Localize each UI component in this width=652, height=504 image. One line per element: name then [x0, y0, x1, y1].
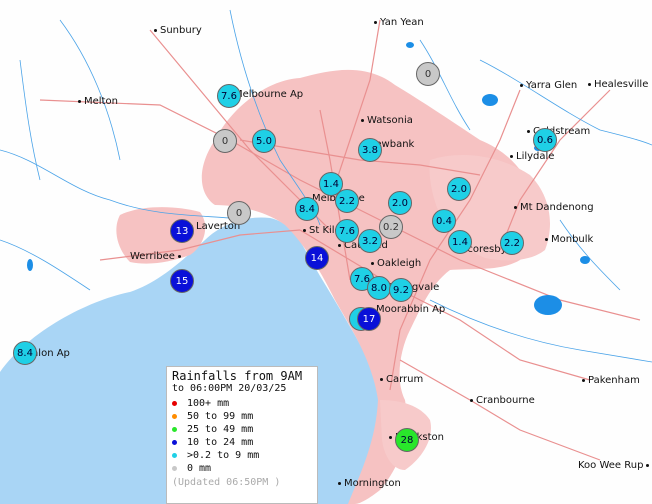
rain-marker[interactable]: 1.4: [319, 172, 343, 196]
rain-marker[interactable]: 2.2: [335, 189, 359, 213]
rain-marker[interactable]: 1.4: [448, 230, 472, 254]
legend-title: Rainfalls from 9AM: [172, 369, 303, 383]
place-moorabbin-ap: Moorabbin Ap: [370, 304, 445, 315]
legend-swatch-icon: [172, 401, 177, 406]
place-monbulk: Monbulk: [545, 234, 593, 245]
rain-marker[interactable]: 8.4: [295, 197, 319, 221]
rain-marker[interactable]: 0: [416, 62, 440, 86]
place-werribee: Werribee: [130, 251, 184, 262]
rain-marker[interactable]: 3.2: [358, 229, 382, 253]
rain-marker[interactable]: 2.0: [388, 191, 412, 215]
rain-marker[interactable]: 9.2: [389, 278, 413, 302]
rain-marker[interactable]: 28: [395, 428, 419, 452]
place-watsonia: Watsonia: [361, 115, 413, 126]
rain-marker[interactable]: 3.8: [358, 138, 382, 162]
rain-marker[interactable]: 0.4: [432, 209, 456, 233]
place-mornington: Mornington: [338, 478, 401, 489]
legend-swatch-icon: [172, 440, 177, 445]
road-network: [39, 19, 641, 461]
rain-marker[interactable]: 17: [357, 307, 381, 331]
legend-swatch-icon: [172, 414, 177, 419]
legend-swatch-icon: [172, 427, 177, 432]
legend-row: 100+ mm: [167, 397, 317, 410]
legend-row: 50 to 99 mm: [167, 410, 317, 423]
legend-label: 10 to 24 mm: [187, 437, 254, 448]
legend-swatch-icon: [172, 453, 177, 458]
place-avalon-ap: Avalon Ap: [20, 348, 70, 359]
rain-marker[interactable]: 2.0: [447, 177, 471, 201]
rain-marker[interactable]: 0: [213, 129, 237, 153]
rain-marker[interactable]: 13: [170, 219, 194, 243]
rain-marker[interactable]: 15: [170, 269, 194, 293]
legend-updated: (Updated 06:50PM ): [172, 477, 281, 488]
legend-row: 25 to 49 mm: [167, 423, 317, 436]
rain-marker[interactable]: 7.6: [217, 84, 241, 108]
rain-marker[interactable]: 2.2: [500, 231, 524, 255]
place-mt-dandenong: Mt Dandenong: [514, 202, 594, 213]
place-carrum: Carrum: [380, 374, 423, 385]
legend-label: 100+ mm: [187, 398, 230, 409]
rain-marker[interactable]: 8.0: [367, 276, 391, 300]
legend-label: >0.2 to 9 mm: [187, 450, 260, 461]
legend-row: 0 mm: [167, 462, 317, 475]
place-healesville: Healesville: [588, 79, 648, 90]
place-melton: Melton: [78, 96, 118, 107]
legend-swatch-icon: [172, 466, 177, 471]
rain-marker[interactable]: 7.6: [335, 219, 359, 243]
reservoirs: [27, 42, 590, 315]
legend-label: 25 to 49 mm: [187, 424, 254, 435]
legend-label: 50 to 99 mm: [187, 411, 254, 422]
place-sunbury: Sunbury: [154, 25, 202, 36]
place-oakleigh: Oakleigh: [371, 258, 421, 269]
place-frankston: Frankston: [389, 432, 444, 443]
place-cranbourne: Cranbourne: [470, 395, 535, 406]
legend-row: >0.2 to 9 mm: [167, 449, 317, 462]
place-pakenham: Pakenham: [582, 375, 640, 386]
rain-marker[interactable]: 8.4: [13, 341, 37, 365]
rain-marker[interactable]: 0: [227, 201, 251, 225]
place-yarra-glen: Yarra Glen: [520, 80, 577, 91]
place-lilydale: Lilydale: [510, 151, 554, 162]
place-st-kilda: St Kilda: [303, 225, 347, 236]
legend-label: 0 mm: [187, 463, 212, 474]
legend-subtitle: to 06:00PM 20/03/25: [172, 383, 287, 394]
legend: Rainfalls from 9AM to 06:00PM 20/03/25 1…: [166, 366, 318, 504]
rain-marker[interactable]: 14: [305, 246, 329, 270]
rain-marker[interactable]: 0.6: [533, 128, 557, 152]
legend-row: 10 to 24 mm: [167, 436, 317, 449]
place-coldstream: Coldstream: [527, 126, 590, 137]
legend-rows: 100+ mm 50 to 99 mm 25 to 49 mm 10 to 24 mm…: [167, 397, 317, 475]
place-koo-wee-rup: Koo Wee Rup: [578, 460, 652, 471]
rain-marker[interactable]: 5.0: [252, 129, 276, 153]
rain-marker[interactable]: 0.2: [379, 215, 403, 239]
place-yan-yean: Yan Yean: [374, 17, 424, 28]
